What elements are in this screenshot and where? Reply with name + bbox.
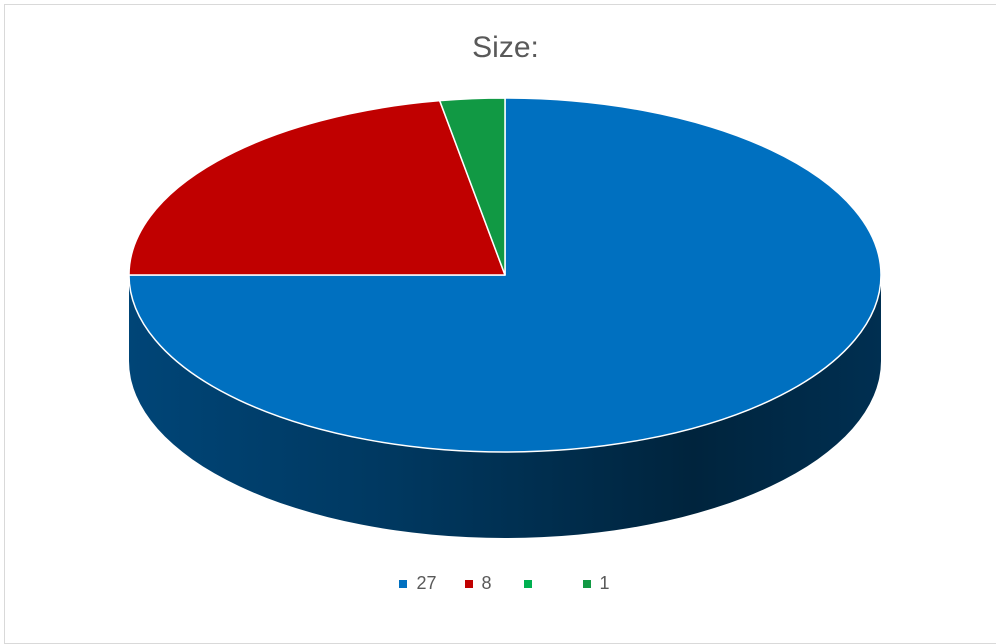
chart-legend: 27 8 1 [5, 573, 996, 594]
legend-label: 8 [481, 573, 492, 593]
chart-title: Size: [472, 31, 539, 64]
legend-item-2[interactable]: 8 [464, 573, 496, 594]
legend-item-4[interactable]: 1 [582, 573, 614, 594]
legend-label: 27 [416, 573, 437, 593]
legend-item-3[interactable] [523, 573, 555, 594]
pie-chart [128, 97, 882, 538]
pie-slice-1[interactable] [128, 97, 882, 453]
legend-swatch [523, 579, 532, 588]
pie-slice-2[interactable] [128, 99, 506, 276]
legend-item-1[interactable]: 27 [399, 573, 437, 594]
legend-swatch [582, 579, 591, 588]
legend-swatch [464, 579, 473, 588]
chart-area: Size: 27 8 1 [4, 4, 996, 644]
pie-slice-4[interactable] [438, 97, 506, 276]
legend-label: 1 [599, 573, 610, 593]
legend-swatch [399, 579, 408, 588]
pie-side-1 [129, 275, 881, 538]
